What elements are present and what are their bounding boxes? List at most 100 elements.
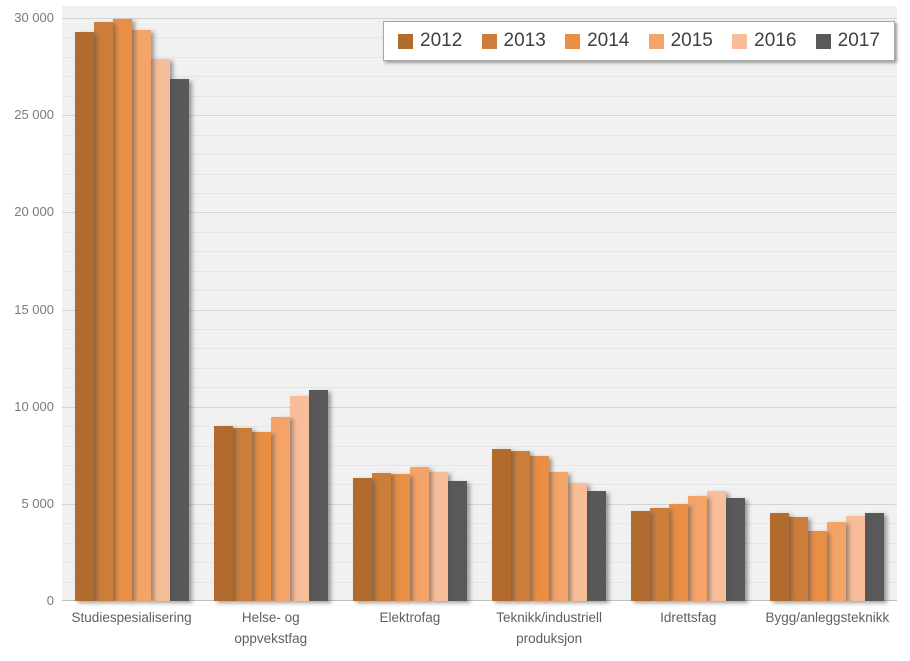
bar-2015-studiespesialisering [131,29,151,601]
legend-swatch-icon [732,33,748,49]
minor-gridline [62,231,897,233]
bar-2015-teknikk-industriell-produksjon [549,471,569,601]
bar-2014-idrettsfag [669,503,689,601]
minor-gridline [62,387,897,389]
y-axis: 0 5 000 10 000 15 000 20 000 25 000 30 000 [0,6,54,608]
bar-2017-teknikk-industriell-produksjon [587,491,607,601]
legend-label: 2013 [503,30,546,51]
bar-2016-idrettsfag [707,491,727,601]
bar-2015-helse-og-oppvekstfag [270,417,290,601]
bar-2017-studiespesialisering [169,79,189,601]
y-tick-label-5000: 5 000 [21,495,54,511]
bar-2016-helse-og-oppvekstfag [289,396,309,601]
bar-2017-elektrofag [447,480,467,601]
bar-2013-elektrofag [371,472,391,601]
category-label-idrettsfag: Idrettsfag [660,610,717,625]
major-gridline [62,503,897,505]
bar-2016-studiespesialisering [150,58,170,601]
bar-2012-teknikk-industriell-produksjon [492,449,512,601]
y-tick-label-0: 0 [46,593,54,608]
major-gridline [62,18,897,19]
minor-gridline [62,581,897,583]
bar-2013-helse-og-oppvekstfag [232,428,252,601]
minor-gridline [62,76,897,78]
minor-gridline [62,95,897,97]
bar-2012-bygg-anleggsteknikk [770,512,790,601]
bar-2012-idrettsfag [631,510,651,601]
bar-2015-bygg-anleggsteknikk [827,522,847,601]
minor-gridline [62,484,897,486]
minor-gridline [62,154,897,155]
minor-gridline [62,328,897,330]
legend-label: 2016 [754,30,797,51]
bar-2014-studiespesialisering [112,19,132,601]
bar-2016-bygg-anleggsteknikk [846,515,866,601]
major-gridline [62,406,897,408]
minor-gridline [62,445,897,447]
minor-gridline [62,523,897,525]
legend-item-2014: 2014 [565,30,629,52]
minor-gridline [62,270,897,272]
bar-2012-elektrofag [352,477,372,601]
bar-2017-idrettsfag [726,498,746,601]
legend-item-2012: 2012 [398,30,462,52]
bar-2015-idrettsfag [688,496,708,601]
bar-2013-idrettsfag [650,507,670,601]
bar-2014-elektrofag [390,473,410,601]
bar-2012-studiespesialisering [74,31,94,601]
legend-label: 2017 [837,30,880,51]
bar-2017-helse-og-oppvekstfag [308,390,328,601]
legend-swatch-icon [565,33,581,49]
major-gridline [62,309,897,311]
minor-gridline [62,290,897,292]
bar-2012-helse-og-oppvekstfag [213,426,233,601]
bar-2016-teknikk-industriell-produksjon [568,483,588,601]
minor-gridline [62,426,897,428]
x-axis: Studiespesialisering Helse- og oppvekstfa… [62,608,897,654]
major-gridline [62,212,897,214]
bar-2014-bygg-anleggsteknikk [808,531,828,601]
y-tick-label-15000: 15 000 [14,301,54,317]
legend: 2012 2013 2014 2015 2016 2017 [383,21,895,61]
bar-2013-teknikk-industriell-produksjon [511,451,531,601]
x-axis-baseline [62,600,897,601]
minor-gridline [62,367,897,369]
legend-item-2016: 2016 [732,30,796,52]
legend-item-2017: 2017 [815,30,880,52]
legend-swatch-icon [481,33,497,49]
minor-gridline [62,173,897,175]
legend-item-2013: 2013 [481,30,546,52]
legend-label: 2014 [587,30,630,51]
category-label-elektrofag: Elektrofag [379,610,441,625]
y-tick-label-30000: 30 000 [14,10,54,25]
legend-swatch-icon [398,33,413,49]
legend-label: 2012 [420,30,463,51]
legend-label: 2015 [670,30,713,51]
bar-2015-elektrofag [409,466,429,601]
minor-gridline [62,192,897,194]
category-label-helse-og-oppvekstfag: Helse- og oppvekstfag [234,610,308,646]
minor-gridline [62,562,897,564]
y-tick-label-10000: 10 000 [14,398,54,414]
bar-2017-bygg-anleggsteknikk [865,512,885,601]
major-gridline [62,115,897,117]
minor-gridline [62,251,897,253]
bar-2014-teknikk-industriell-produksjon [530,456,550,601]
legend-item-2015: 2015 [648,30,713,52]
minor-gridline [62,542,897,544]
minor-gridline [62,348,897,350]
minor-gridline [62,134,897,136]
y-tick-label-20000: 20 000 [14,204,54,220]
category-label-studiespesialisering: Studiespesialisering [71,610,192,625]
minor-gridline [62,465,897,466]
legend-swatch-icon [648,33,664,49]
bar-2013-bygg-anleggsteknikk [789,516,809,601]
plot-area [62,6,897,601]
bar-2016-elektrofag [428,471,448,601]
category-label-teknikk-industriell-produksjon: Teknikk/industriell produksjon [496,610,602,646]
legend-swatch-icon [815,33,831,49]
bar-2014-helse-og-oppvekstfag [251,431,271,601]
bar-2013-studiespesialisering [93,21,113,601]
y-tick-label-25000: 25 000 [14,107,54,123]
